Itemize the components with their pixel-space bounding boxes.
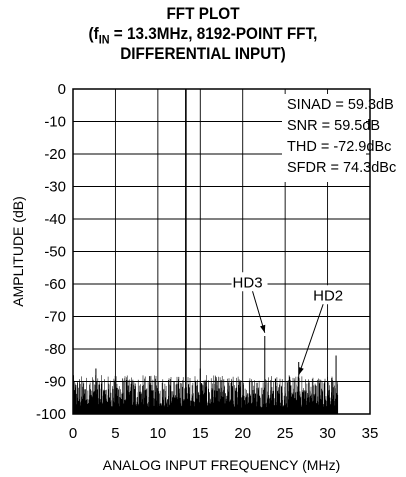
y-axis-label: AMPLITUDE (dB) — [10, 196, 26, 306]
x-tick-label: 25 — [277, 425, 294, 442]
y-tick-label: -80 — [44, 341, 66, 358]
title-prefix: (f — [88, 24, 99, 43]
annotation-arrow — [298, 304, 324, 376]
annotation-background — [231, 272, 268, 292]
stats-box: SINAD = 59.3dB SNR = 59.5dB THD = -72.9dBc… — [282, 94, 396, 182]
y-tick-label: -20 — [44, 146, 66, 163]
y-tick-label: -40 — [44, 211, 66, 228]
stat-line: SNR = 59.5dB — [287, 118, 380, 134]
annotation-label: HD3 — [233, 274, 263, 291]
x-tick-label: 30 — [319, 425, 336, 442]
title-subscript: IN — [98, 32, 110, 47]
annotation-arrowhead — [298, 367, 304, 375]
chart-title: FFT PLOT — [166, 4, 240, 23]
y-tick-label: -50 — [44, 244, 66, 261]
noise-floor — [72, 375, 339, 414]
x-tick-label: 10 — [150, 425, 167, 442]
y-tick-label: 0 — [58, 81, 66, 98]
x-axis-label: ANALOG INPUT FREQUENCY (MHz) — [103, 457, 341, 473]
plot-frame — [72, 88, 371, 415]
stat-line: SFDR = 74.3dBc — [287, 160, 396, 176]
annotation-background — [312, 285, 349, 305]
axis-ticks: 0 5 10 15 20 25 30 35 0 -10 -20 -30 -40 -50 -60 -70 -80 -… — [36, 81, 378, 442]
y-tick-label: -70 — [44, 309, 66, 326]
stat-line: THD = -72.9dBc — [287, 139, 391, 155]
annotation-label: HD2 — [313, 287, 343, 304]
title-rest: = 13.3MHz, 8192-POINT FFT, — [109, 24, 318, 43]
chart-title-line-2: (fIN = 13.3MHz, 8192-POINT FFT, — [20, 24, 385, 49]
x-tick-label: 20 — [234, 425, 251, 442]
x-tick-label: 5 — [111, 425, 119, 442]
annotation-arrowhead — [260, 324, 266, 333]
annotations: HD3 HD2 — [231, 272, 349, 376]
y-tick-label: -90 — [44, 374, 66, 391]
spectrum-trace — [72, 89, 339, 414]
y-tick-label: -60 — [44, 276, 66, 293]
x-tick-label: 15 — [192, 425, 209, 442]
x-tick-label: 35 — [362, 425, 379, 442]
y-tick-label: -30 — [44, 179, 66, 196]
x-tick-label: 0 — [69, 425, 77, 442]
y-tick-label: -100 — [36, 406, 66, 423]
y-tick-label: -10 — [44, 114, 66, 131]
stats-background — [282, 94, 366, 182]
stat-line: SINAD = 59.3dB — [287, 97, 394, 113]
chart-title-line-3: DIFFERENTIAL INPUT) — [120, 44, 286, 63]
